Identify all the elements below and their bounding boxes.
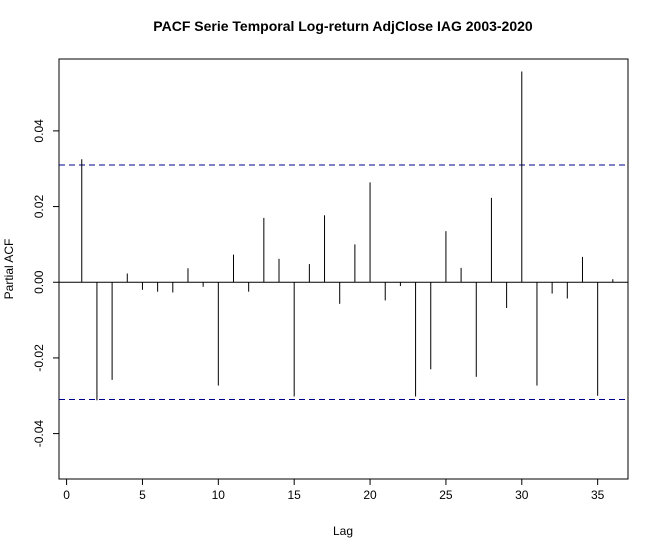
y-tick-label: 0.04 — [32, 119, 46, 143]
x-tick-label: 25 — [439, 488, 453, 502]
y-tick-label: -0.04 — [32, 420, 46, 448]
chart-title: PACF Serie Temporal Log-return AdjClose … — [153, 18, 533, 34]
x-tick-label: 15 — [288, 488, 302, 502]
x-tick-label: 30 — [515, 488, 529, 502]
y-tick-label: 0.02 — [32, 195, 46, 219]
y-axis: -0.04 -0.02 0.00 0.02 0.04 — [32, 119, 60, 448]
y-axis-label: Partial ACF — [2, 239, 16, 300]
x-tick-label: 0 — [63, 488, 70, 502]
plot-area — [59, 71, 628, 401]
x-tick-label: 35 — [591, 488, 605, 502]
x-tick-label: 10 — [212, 488, 226, 502]
x-tick-label: 20 — [363, 488, 377, 502]
x-axis: 0 5 10 15 20 25 30 35 — [63, 478, 605, 502]
plot-frame — [58, 58, 629, 480]
y-tick-label: 0.00 — [32, 270, 46, 294]
x-tick-label: 5 — [139, 488, 146, 502]
x-axis-label: Lag — [333, 524, 353, 538]
y-tick-label: -0.02 — [32, 344, 46, 372]
